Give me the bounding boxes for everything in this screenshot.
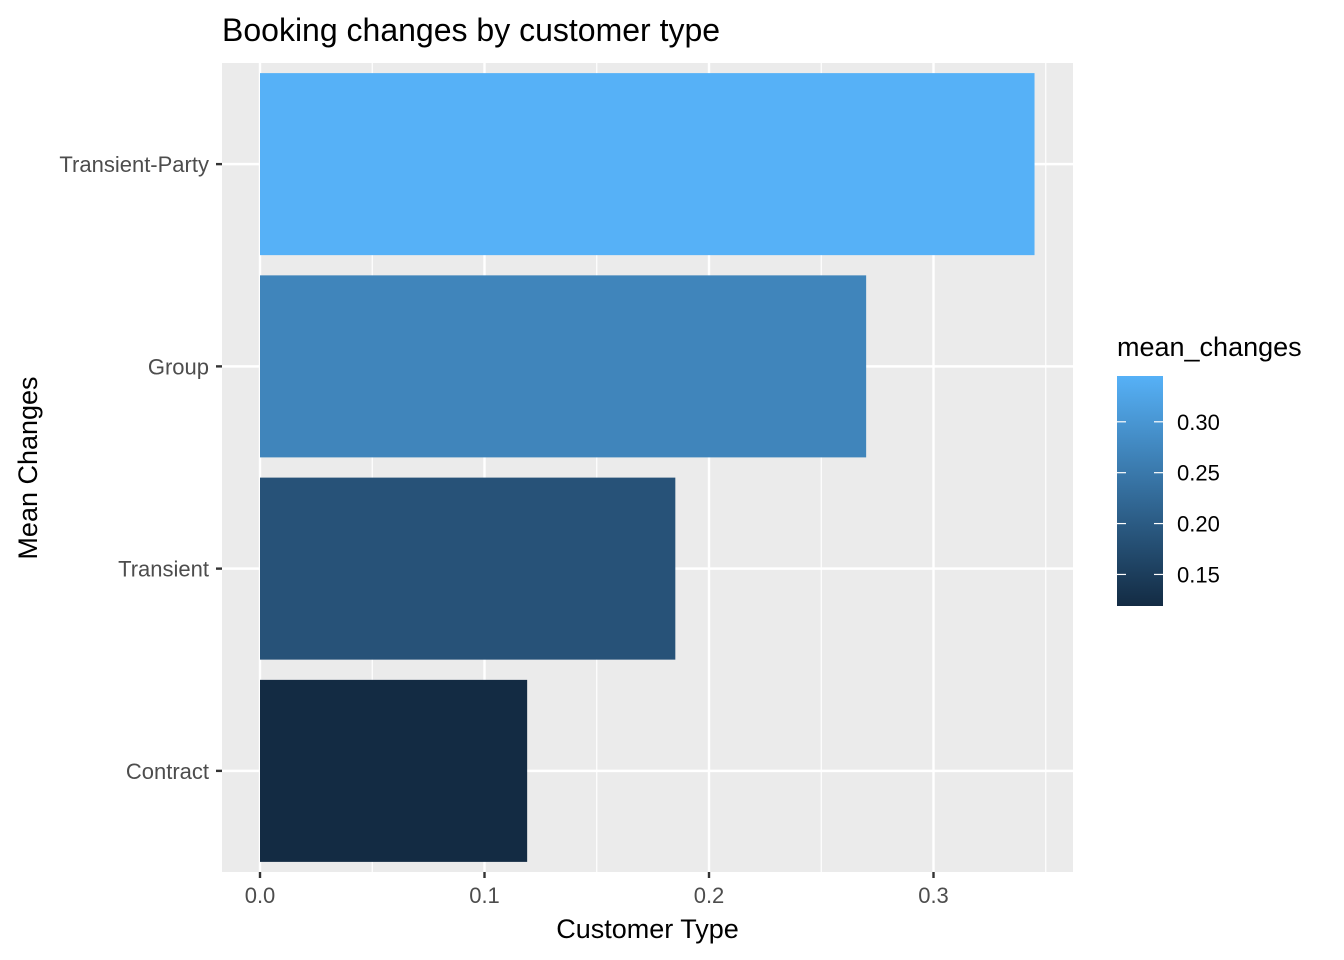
y-tick-label: Group	[148, 354, 209, 379]
bar-transient	[260, 477, 676, 660]
x-tick-label: 0.3	[918, 883, 949, 908]
x-tick-label: 0.2	[694, 883, 725, 908]
y-tick-label: Transient	[118, 557, 209, 582]
bar-contract	[260, 679, 528, 862]
chart-title: Booking changes by customer type	[222, 12, 720, 48]
y-axis-title: Mean Changes	[13, 376, 43, 559]
legend-tick-label: 0.15	[1177, 562, 1220, 587]
legend: mean_changes 0.15 0.20 0.25 0.30	[1117, 332, 1302, 606]
bar-transient-party	[260, 73, 1035, 256]
x-axis-title: Customer Type	[556, 914, 739, 944]
legend-colorbar	[1117, 376, 1163, 606]
x-tick-label: 0.1	[469, 883, 500, 908]
legend-tick-label: 0.30	[1177, 410, 1220, 435]
legend-ticks: 0.15 0.20 0.25 0.30	[1117, 410, 1220, 587]
legend-tick-label: 0.25	[1177, 461, 1220, 486]
legend-tick-label: 0.20	[1177, 512, 1220, 537]
bars	[260, 73, 1035, 862]
x-axis: 0.0 0.1 0.2 0.3	[245, 872, 949, 908]
y-axis: Contract Transient Group Transient-Party	[59, 152, 222, 784]
x-tick-label: 0.0	[245, 883, 276, 908]
y-tick-label: Contract	[126, 759, 209, 784]
bar-group	[260, 275, 867, 458]
legend-title: mean_changes	[1117, 332, 1302, 362]
y-tick-label: Transient-Party	[59, 152, 209, 177]
